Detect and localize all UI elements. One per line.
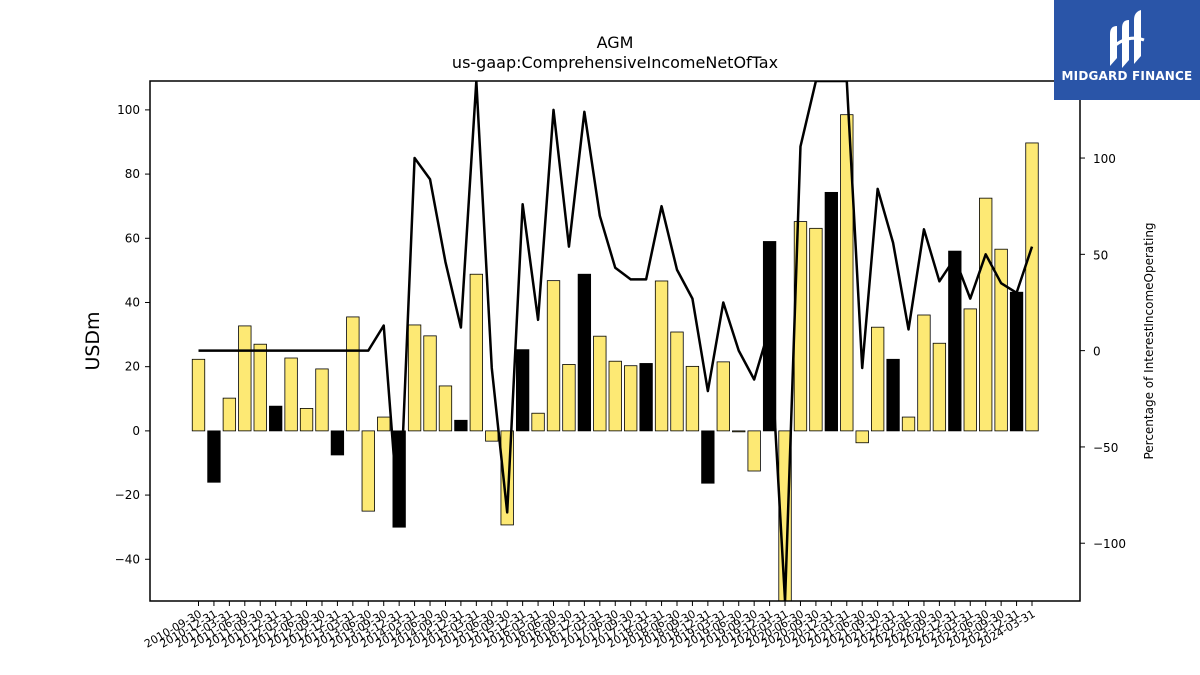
bar [994, 248, 1008, 432]
bar [871, 326, 885, 432]
bar [485, 430, 499, 442]
bar [608, 360, 622, 432]
bar [407, 324, 422, 432]
midgard-logo-icon [1110, 10, 1145, 68]
y-axis-left: −40 −20 0 20 40 60 80 100 [115, 103, 150, 566]
bar [932, 342, 947, 432]
y-right-tick-label: 0 [1093, 345, 1101, 359]
bar [562, 364, 576, 432]
bar [732, 430, 746, 433]
bar [438, 385, 453, 432]
bar [469, 273, 483, 432]
logo-text: MIDGARD FINANCE [1061, 69, 1193, 83]
x-axis: 2010-09-302010-12-312011-03-312011-06-30… [142, 601, 1038, 651]
bar [948, 250, 962, 432]
bar [685, 365, 700, 432]
y-axis-left-label: USDm [82, 311, 104, 370]
bar [315, 368, 329, 432]
line-series-path [198, 81, 1034, 601]
y-right-tick-label: −50 [1093, 441, 1118, 455]
bar [901, 416, 916, 432]
bar [531, 412, 545, 432]
bar [269, 405, 283, 432]
bar [238, 325, 252, 432]
plot-frame [149, 80, 1081, 602]
y-right-tick-label: 100 [1093, 152, 1116, 166]
bar [654, 280, 669, 432]
y-right-tick-label: −100 [1093, 537, 1126, 551]
bar [515, 349, 530, 432]
bar [840, 114, 854, 432]
bar [824, 191, 838, 432]
bar [701, 430, 715, 484]
y-right-tick-label: 50 [1093, 248, 1108, 262]
bar [963, 308, 977, 432]
bar [577, 273, 592, 432]
y-tick-label: 60 [125, 231, 140, 245]
bar-series [191, 114, 1039, 602]
bar [346, 316, 360, 432]
bar [886, 358, 900, 432]
bar [330, 430, 345, 456]
bar [747, 430, 761, 472]
bar [917, 314, 931, 432]
bar [222, 397, 237, 432]
y-axis-right-label: Percentage of InterestIncomeOperating [1142, 222, 1156, 459]
bar [423, 335, 437, 432]
y-tick-label: 100 [117, 103, 140, 117]
bar [624, 365, 638, 432]
bar [639, 363, 653, 432]
bar [191, 358, 206, 432]
y-axis-right: −100 −50 0 50 100 [1080, 152, 1126, 551]
y-tick-label: 80 [125, 167, 140, 181]
chart-subtitle: us-gaap:ComprehensiveIncomeNetOfTax [452, 53, 778, 72]
bar [207, 430, 221, 483]
y-tick-label: 40 [125, 295, 140, 309]
bar [454, 419, 468, 432]
bar [361, 430, 375, 512]
line-series [198, 81, 1034, 601]
y-tick-label: −20 [115, 488, 140, 502]
y-tick-label: −40 [115, 552, 140, 566]
bar [855, 430, 869, 444]
bar [1025, 142, 1039, 432]
bar [809, 227, 823, 432]
bar [1009, 291, 1024, 432]
midgard-finance-logo: MIDGARD FINANCE [1054, 0, 1200, 100]
bar [284, 357, 298, 432]
bar [253, 343, 267, 432]
bar [546, 280, 561, 432]
bar [377, 416, 391, 432]
bar [593, 335, 607, 432]
bar [670, 331, 684, 432]
bar [299, 408, 314, 432]
bar [716, 361, 730, 432]
y-tick-label: 20 [125, 360, 140, 374]
y-tick-label: 0 [132, 424, 140, 438]
chart-title: AGM [597, 33, 634, 52]
bar [979, 197, 993, 432]
